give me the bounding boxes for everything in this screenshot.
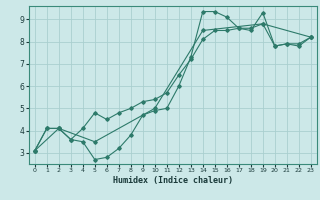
X-axis label: Humidex (Indice chaleur): Humidex (Indice chaleur) bbox=[113, 176, 233, 185]
